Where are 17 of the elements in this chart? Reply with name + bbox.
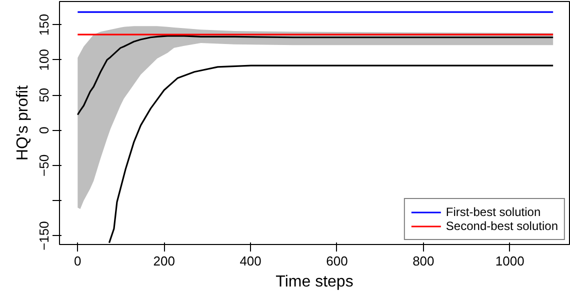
y-tick-label: 100 [36, 49, 52, 71]
y-tick-label: 0 [36, 126, 52, 134]
x-tick-label: 200 [153, 254, 175, 268]
x-tick-label: 600 [326, 254, 348, 268]
line-series [76, 35, 554, 116]
y-tick-label: −150 [36, 221, 52, 250]
legend-label: Second-best solution [446, 219, 558, 233]
y-tick-label: −50 [36, 154, 52, 176]
x-tick-label: 400 [240, 254, 262, 268]
x-axis-title: Time steps [276, 274, 354, 290]
x-tick-label: 0 [74, 254, 82, 268]
x-tick-label: 1000 [495, 254, 524, 268]
y-tick-label: 150 [36, 14, 52, 36]
x-tick-label: 800 [412, 254, 434, 268]
y-tick-label: 50 [36, 88, 52, 102]
y-axis-title: HQ's profit [14, 84, 32, 161]
legend-label: First-best solution [446, 205, 541, 219]
